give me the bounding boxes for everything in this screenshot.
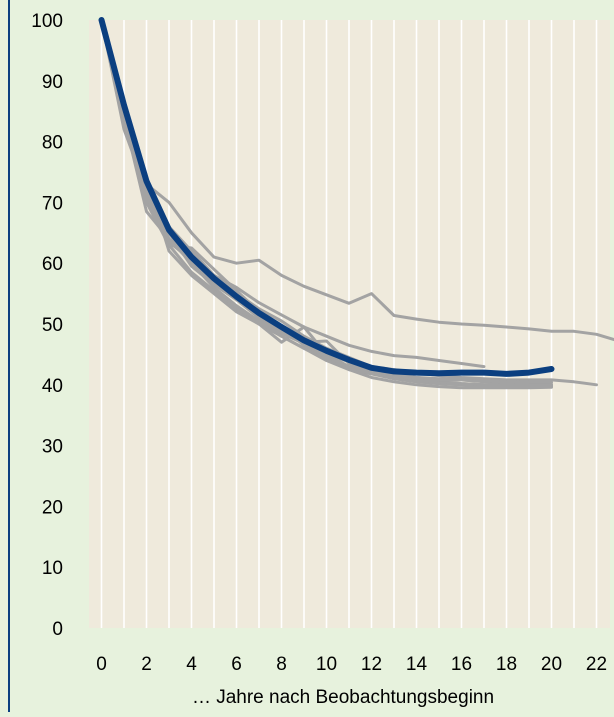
x-tick-label: 6 xyxy=(231,654,242,675)
y-tick-label: 0 xyxy=(52,619,63,640)
x-tick-label: 2 xyxy=(141,654,152,675)
y-tick-label: 70 xyxy=(42,193,63,214)
y-tick-label: 100 xyxy=(31,11,63,32)
x-tick-label: 0 xyxy=(96,654,107,675)
y-tick-label: 60 xyxy=(42,254,63,275)
x-tick-labels: 0 2 4 6 8 10 12 14 16 18 20 22 xyxy=(96,654,607,675)
y-tick-label: 40 xyxy=(42,376,63,397)
x-axis-label: … Jahre nach Beobachtungsbeginn xyxy=(192,687,494,708)
x-tick-label: 22 xyxy=(586,654,607,675)
y-tick-label: 90 xyxy=(42,72,63,93)
x-tick-label: 18 xyxy=(496,654,517,675)
y-tick-label: 10 xyxy=(42,558,63,579)
y-tick-label: 50 xyxy=(42,315,63,336)
x-tick-label: 10 xyxy=(316,654,337,675)
x-tick-label: 12 xyxy=(361,654,382,675)
x-tick-label: 16 xyxy=(451,654,472,675)
y-tick-label: 20 xyxy=(42,497,63,518)
y-tick-label: 80 xyxy=(42,133,63,154)
x-tick-label: 8 xyxy=(276,654,287,675)
x-tick-label: 20 xyxy=(541,654,562,675)
x-tick-label: 14 xyxy=(406,654,428,675)
y-tick-labels: 0 10 20 30 40 50 60 70 80 90 100 xyxy=(31,11,63,640)
y-tick-label: 30 xyxy=(42,437,63,458)
x-tick-label: 4 xyxy=(186,654,197,675)
